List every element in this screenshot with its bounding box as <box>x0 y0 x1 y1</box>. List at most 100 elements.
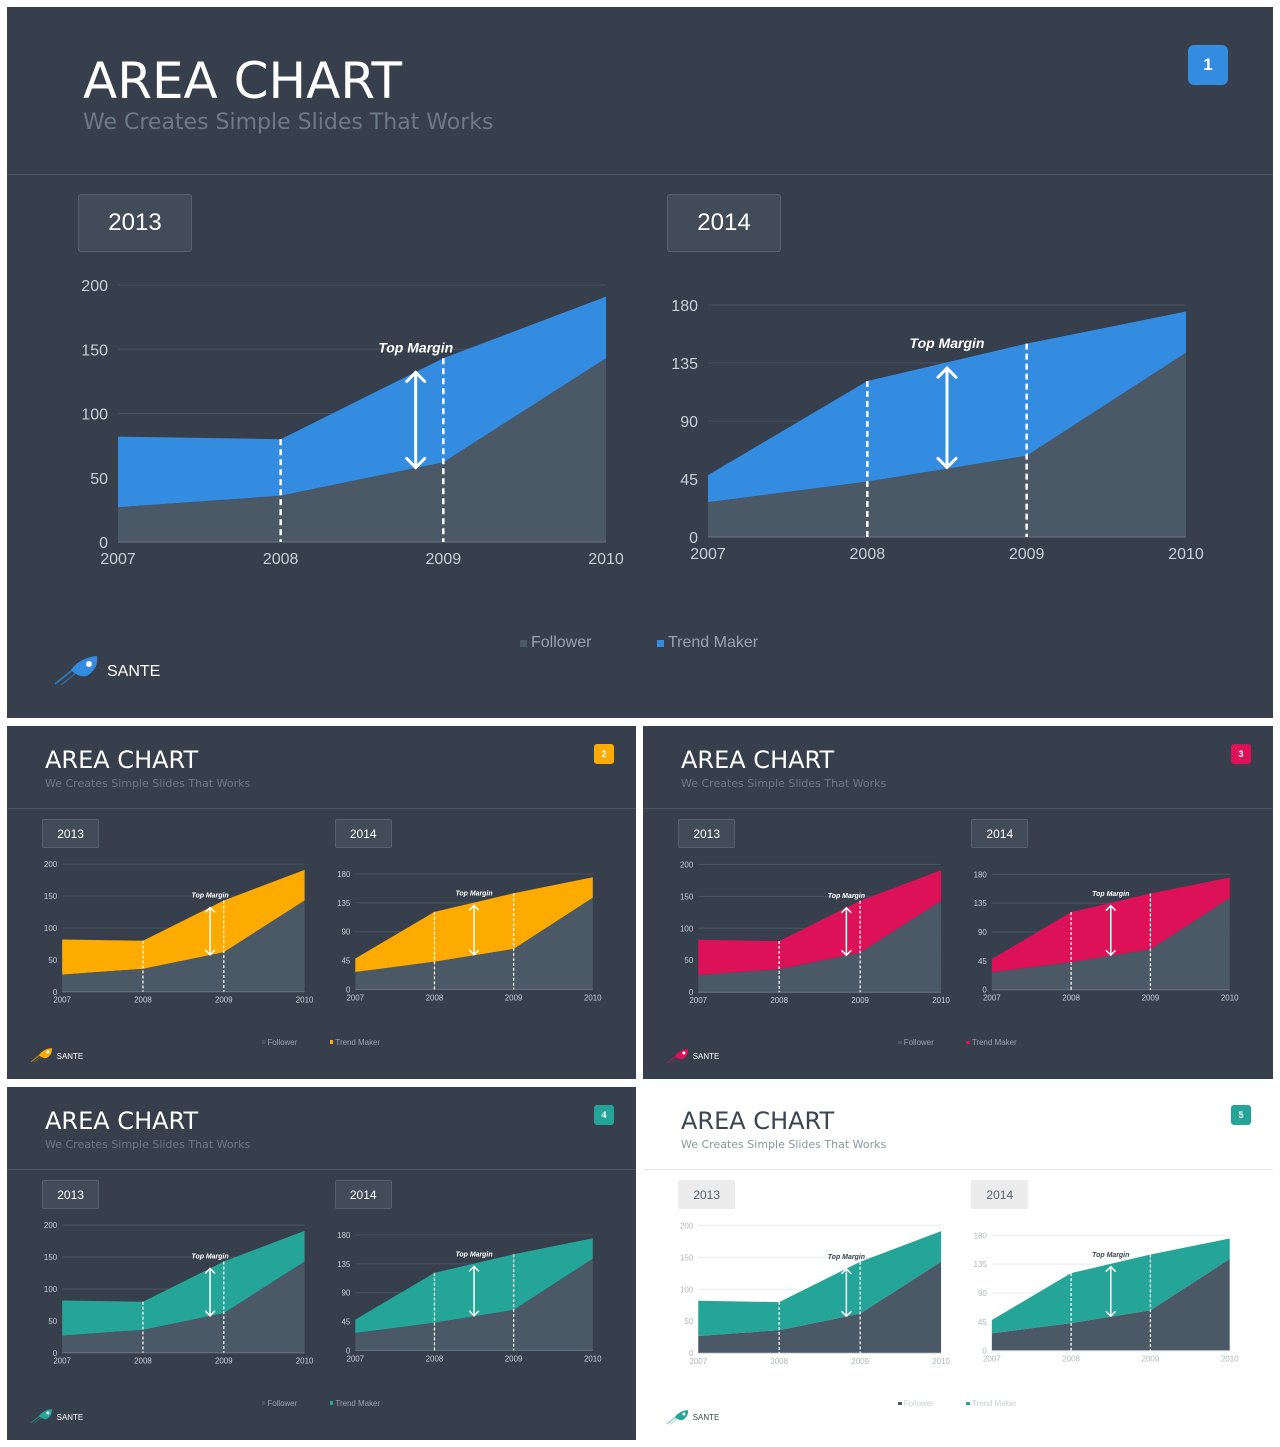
y-tick-label: 0 <box>689 1349 694 1358</box>
chart-year-label: 2014 <box>971 1180 1029 1209</box>
header-divider <box>643 1169 1273 1170</box>
area-trend-maker <box>698 870 942 975</box>
legend-label: Trend Maker <box>335 1037 381 1047</box>
slide-subtitle: We Creates Simple Slides That Works <box>45 777 251 790</box>
x-tick-label: 2007 <box>100 551 136 568</box>
y-tick-label: 200 <box>680 1221 694 1230</box>
margin-arrow-icon <box>841 1267 852 1318</box>
rocket-icon <box>666 1409 688 1425</box>
chart-year-label: 2013 <box>78 194 192 252</box>
x-tick-label: 2008 <box>134 996 152 1005</box>
margin-arrow-icon <box>936 366 958 470</box>
chart-2013: 0 50 100 150 200 Top Margin 2007 2008 2009 2010 <box>680 1221 951 1366</box>
y-tick-label: 45 <box>978 957 987 966</box>
legend-swatch <box>261 1040 266 1044</box>
y-tick-label: 50 <box>48 1317 57 1326</box>
y-tick-label: 90 <box>341 928 350 937</box>
legend-label: Follower <box>903 1399 934 1408</box>
brand-name: SANTE <box>56 1051 84 1061</box>
slide-subtitle: We Creates Simple Slides That Works <box>681 1138 887 1151</box>
x-tick-label: 2010 <box>932 996 950 1005</box>
slide-2: AREA CHART We Creates Simple Slides That … <box>7 726 636 1079</box>
area-trend-maker <box>118 296 606 508</box>
slide-subtitle: We Creates Simple Slides That Works <box>83 110 494 135</box>
chart-year-label: 2014 <box>334 819 392 848</box>
x-tick-label: 2007 <box>689 996 707 1005</box>
x-tick-label: 2008 <box>426 1354 444 1363</box>
charts-svg: 0 50 100 150 200 Top Margin 2007 2008 2009 2010 0 4… <box>680 860 1239 1005</box>
y-tick-label: 45 <box>680 472 698 489</box>
legend-label: Follower <box>267 1398 298 1408</box>
slide-title: AREA CHART <box>45 1107 199 1135</box>
annotation-label: Top Margin <box>455 1251 492 1258</box>
x-tick-label: 2008 <box>263 551 299 568</box>
legend-item-follower: Follower <box>898 1399 934 1408</box>
legend-item-trend-maker: Trend Maker <box>657 634 758 652</box>
x-tick-label: 2009 <box>215 996 233 1005</box>
y-tick-label: 200 <box>44 1221 58 1230</box>
margin-arrow-icon <box>468 1265 480 1317</box>
margin-arrow-icon <box>1105 904 1116 957</box>
y-tick-label: 150 <box>81 342 108 359</box>
annotation-label: Top Margin <box>1092 891 1129 898</box>
x-tick-label: 2007 <box>689 1357 707 1366</box>
legend-swatch <box>966 1040 970 1045</box>
annotation-label: Top Margin <box>191 893 228 900</box>
rocket-icon <box>30 1409 52 1425</box>
y-tick-label: 200 <box>44 860 58 869</box>
margin-arrow-icon <box>1105 1265 1116 1318</box>
chart-year-label: 2013 <box>42 1180 99 1209</box>
y-tick-label: 135 <box>974 899 988 908</box>
x-tick-label: 2009 <box>851 1357 869 1366</box>
slide-number-badge: 1 <box>1188 45 1228 85</box>
y-tick-label: 90 <box>341 1289 350 1298</box>
y-tick-label: 150 <box>680 892 694 901</box>
rocket-icon <box>30 1048 52 1064</box>
slide-title: AREA CHART <box>681 1107 835 1135</box>
chart-year-label: 2013 <box>678 819 736 848</box>
legend-label: Follower <box>267 1037 298 1047</box>
chart-2014: 0 45 90 135 180 Top Margin 2007 2008 2009 2010 <box>671 298 1204 563</box>
y-tick-label: 100 <box>81 407 108 424</box>
y-tick-label: 180 <box>337 1231 351 1240</box>
x-tick-label: 2010 <box>584 993 602 1002</box>
y-tick-label: 100 <box>680 924 694 933</box>
brand-name: SANTE <box>692 1052 720 1062</box>
legend-label: Trend Maker <box>668 634 759 651</box>
slide-number-badge: 2 <box>594 744 614 764</box>
slide-title: AREA CHART <box>681 746 835 774</box>
y-tick-label: 100 <box>680 1285 694 1294</box>
y-tick-label: 0 <box>982 986 987 995</box>
x-tick-label: 2009 <box>215 1357 233 1366</box>
y-tick-label: 200 <box>81 278 108 295</box>
y-tick-label: 200 <box>680 860 694 869</box>
chart-year-label: 2013 <box>678 1180 736 1209</box>
area-follower <box>991 898 1230 990</box>
y-tick-label: 0 <box>346 985 351 994</box>
x-tick-label: 2007 <box>53 1357 71 1366</box>
legend-swatch <box>657 639 664 647</box>
x-tick-label: 2008 <box>770 1357 788 1366</box>
area-follower <box>991 1259 1230 1351</box>
legend-label: Follower <box>531 634 592 651</box>
x-tick-label: 2007 <box>346 993 364 1002</box>
y-tick-label: 100 <box>44 924 58 933</box>
x-tick-label: 2009 <box>1009 546 1045 563</box>
brand-logo: SANTE <box>53 652 160 686</box>
brand-name: SANTE <box>56 1412 84 1422</box>
brand-logo: SANTE <box>30 1407 84 1425</box>
y-tick-label: 50 <box>684 956 693 965</box>
x-tick-label: 2007 <box>346 1354 364 1363</box>
y-tick-label: 45 <box>978 1318 987 1327</box>
y-tick-label: 180 <box>974 1231 988 1240</box>
legend-swatch <box>329 1401 334 1405</box>
margin-arrow-icon <box>405 370 427 470</box>
chart-2013: 0 50 100 150 200 Top Margin 2007 2008 2009 2010 <box>680 860 951 1005</box>
x-tick-label: 2008 <box>1062 994 1080 1003</box>
legend-swatch <box>261 1401 266 1405</box>
chart-year-label: 2014 <box>971 819 1029 848</box>
x-tick-label: 2010 <box>296 1357 314 1366</box>
y-tick-label: 150 <box>44 1253 58 1262</box>
x-tick-label: 2010 <box>588 551 624 568</box>
x-tick-label: 2007 <box>983 994 1001 1003</box>
